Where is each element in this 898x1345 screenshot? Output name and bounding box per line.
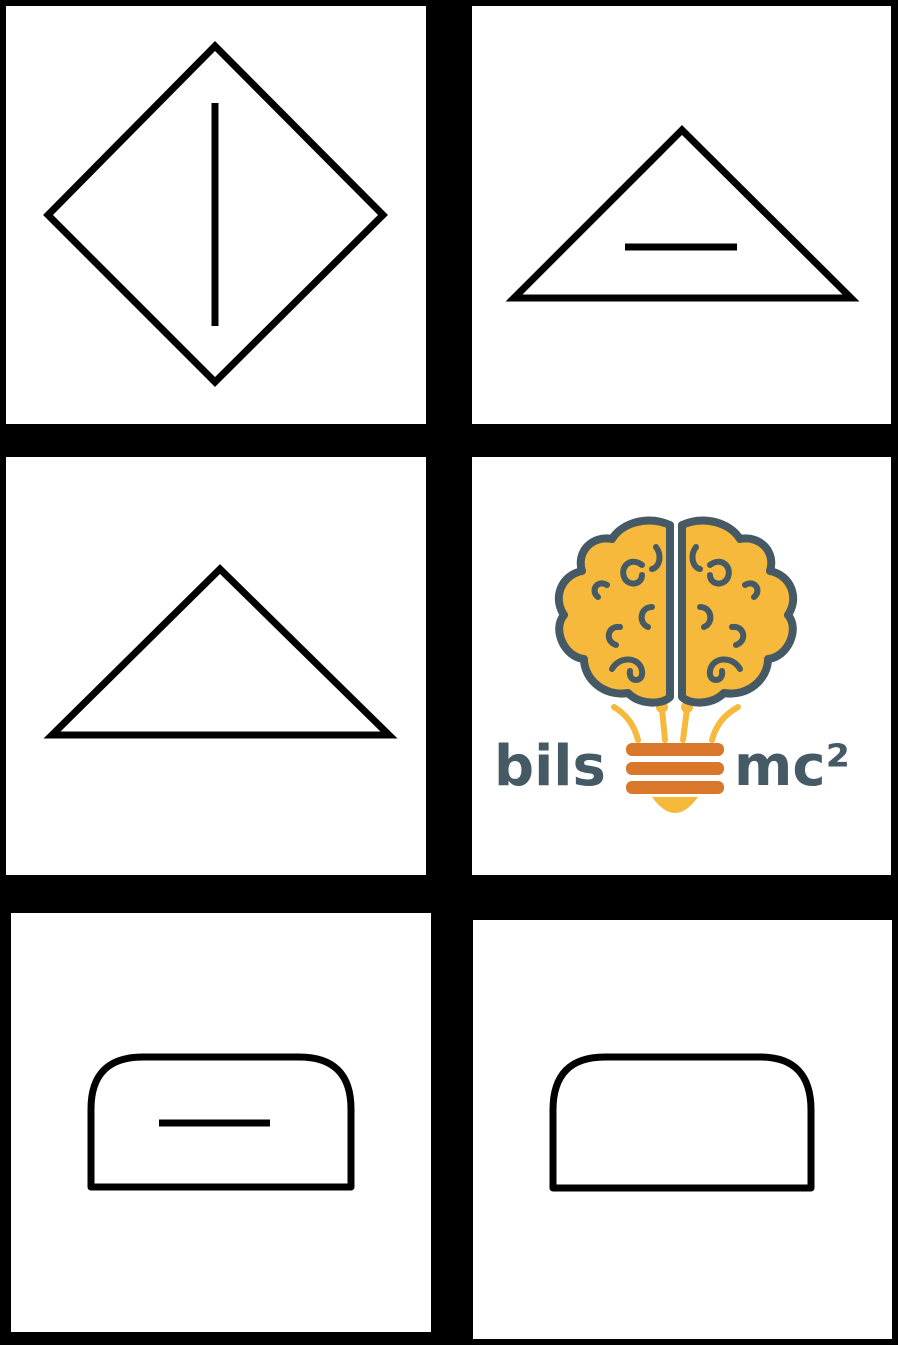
brain-bulb-logo-icon: bils mc² [494, 516, 850, 813]
card-diamond-vertical-line[interactable] [6, 6, 426, 424]
triangle-icon [43, 564, 398, 739]
arch-icon [549, 1053, 815, 1192]
card-arch-horizontal-line[interactable] [11, 913, 431, 1332]
card-logo: bils mc² [472, 457, 891, 875]
logo-text-left: bils [494, 734, 606, 799]
diamond-vertical-line-icon [43, 41, 388, 387]
card-triangle-horizontal-line[interactable] [472, 6, 891, 424]
card-arch-plain[interactable] [473, 920, 892, 1339]
card-triangle-plain[interactable] [6, 457, 426, 875]
arch-horizontal-line-icon [87, 1053, 355, 1191]
triangle-horizontal-line-icon [505, 125, 860, 302]
logo-text-right: mc² [734, 734, 850, 799]
